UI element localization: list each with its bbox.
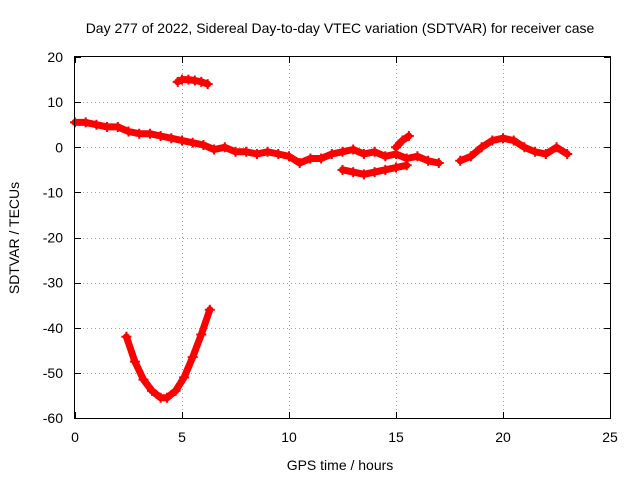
y-tick-label: -10 (43, 184, 63, 200)
y-tick-label: -60 (43, 410, 63, 426)
y-tick-label: -50 (43, 365, 63, 381)
data-point (498, 133, 508, 144)
data-point (102, 121, 113, 132)
data-point (369, 167, 380, 178)
data-point (423, 155, 434, 166)
data-point (177, 135, 187, 146)
y-tick-label: 10 (47, 94, 63, 110)
data-point (403, 130, 414, 141)
y-tick-label: 20 (47, 49, 63, 65)
data-point (189, 75, 200, 86)
x-axis-label: GPS time / hours (287, 457, 394, 473)
data-point (196, 329, 207, 340)
data-point (519, 142, 530, 153)
data-point (508, 135, 519, 146)
data-point (241, 146, 252, 157)
data-point (530, 146, 541, 157)
data-point (166, 133, 177, 144)
grid-layer (75, 57, 610, 418)
data-point (380, 164, 391, 175)
data-point (129, 356, 140, 367)
data-point (540, 149, 551, 160)
data-point (294, 158, 305, 169)
data-point (391, 142, 401, 153)
data-point (198, 139, 209, 150)
data-point (358, 149, 369, 160)
data-point (219, 142, 230, 153)
data-point (262, 146, 273, 157)
data-point (305, 153, 316, 164)
x-tick-label: 25 (602, 429, 618, 445)
data-point (179, 372, 190, 383)
data-point (196, 76, 207, 87)
x-tick-label: 20 (495, 429, 511, 445)
data-point (337, 164, 348, 175)
y-tick-label: -40 (43, 320, 63, 336)
y-tick-label: 0 (55, 139, 63, 155)
x-tick-label: 0 (71, 429, 79, 445)
data-point (326, 149, 337, 160)
data-point (187, 352, 198, 363)
plot-frame (74, 56, 611, 419)
data-point (551, 142, 562, 153)
data-point (230, 146, 241, 157)
data-point (147, 385, 158, 396)
data-point (380, 151, 391, 162)
y-tick-label: -30 (43, 275, 63, 291)
data-point (358, 169, 369, 180)
data-point (562, 149, 573, 160)
data-point (121, 331, 132, 342)
data-point (91, 119, 102, 130)
data-point (401, 160, 412, 171)
tick-layer: 0 5 10 15 20 25 -60 -50 -40 -30 -20 -10 0 10 20 (43, 49, 618, 445)
data-point (123, 126, 134, 137)
data-point (112, 121, 123, 132)
x-tick-label: 5 (178, 429, 186, 445)
data-point (455, 155, 466, 166)
data-point (348, 167, 359, 178)
chart-title: Day 277 of 2022, Sidereal Day-to-day VTE… (86, 20, 595, 36)
data-point (284, 151, 294, 162)
data-point (476, 142, 487, 153)
data-point (187, 137, 198, 148)
data-point (337, 146, 348, 157)
data-point (80, 117, 91, 128)
x-tick-label: 15 (388, 429, 404, 445)
data-point (209, 144, 220, 155)
data-point (348, 144, 359, 155)
data-point (412, 151, 423, 162)
data-point (487, 135, 498, 146)
data-point (162, 392, 173, 403)
data-point (155, 130, 166, 141)
data-point (465, 151, 476, 162)
data-point (138, 374, 149, 385)
data-point (316, 153, 327, 164)
data-point (273, 149, 284, 160)
data-point (391, 162, 401, 173)
data-point (170, 385, 181, 396)
data-point (144, 128, 155, 139)
y-axis-label: SDTVAR / TECUs (6, 182, 22, 294)
data-point (134, 128, 145, 139)
data-point (369, 146, 380, 157)
marks-layer (70, 74, 573, 403)
data-point (433, 158, 444, 169)
data-point (397, 135, 408, 146)
data-point (204, 304, 215, 315)
data-point (202, 79, 213, 90)
y-tick-label: -20 (43, 230, 63, 246)
data-point (251, 149, 262, 160)
x-tick-label: 10 (281, 429, 297, 445)
